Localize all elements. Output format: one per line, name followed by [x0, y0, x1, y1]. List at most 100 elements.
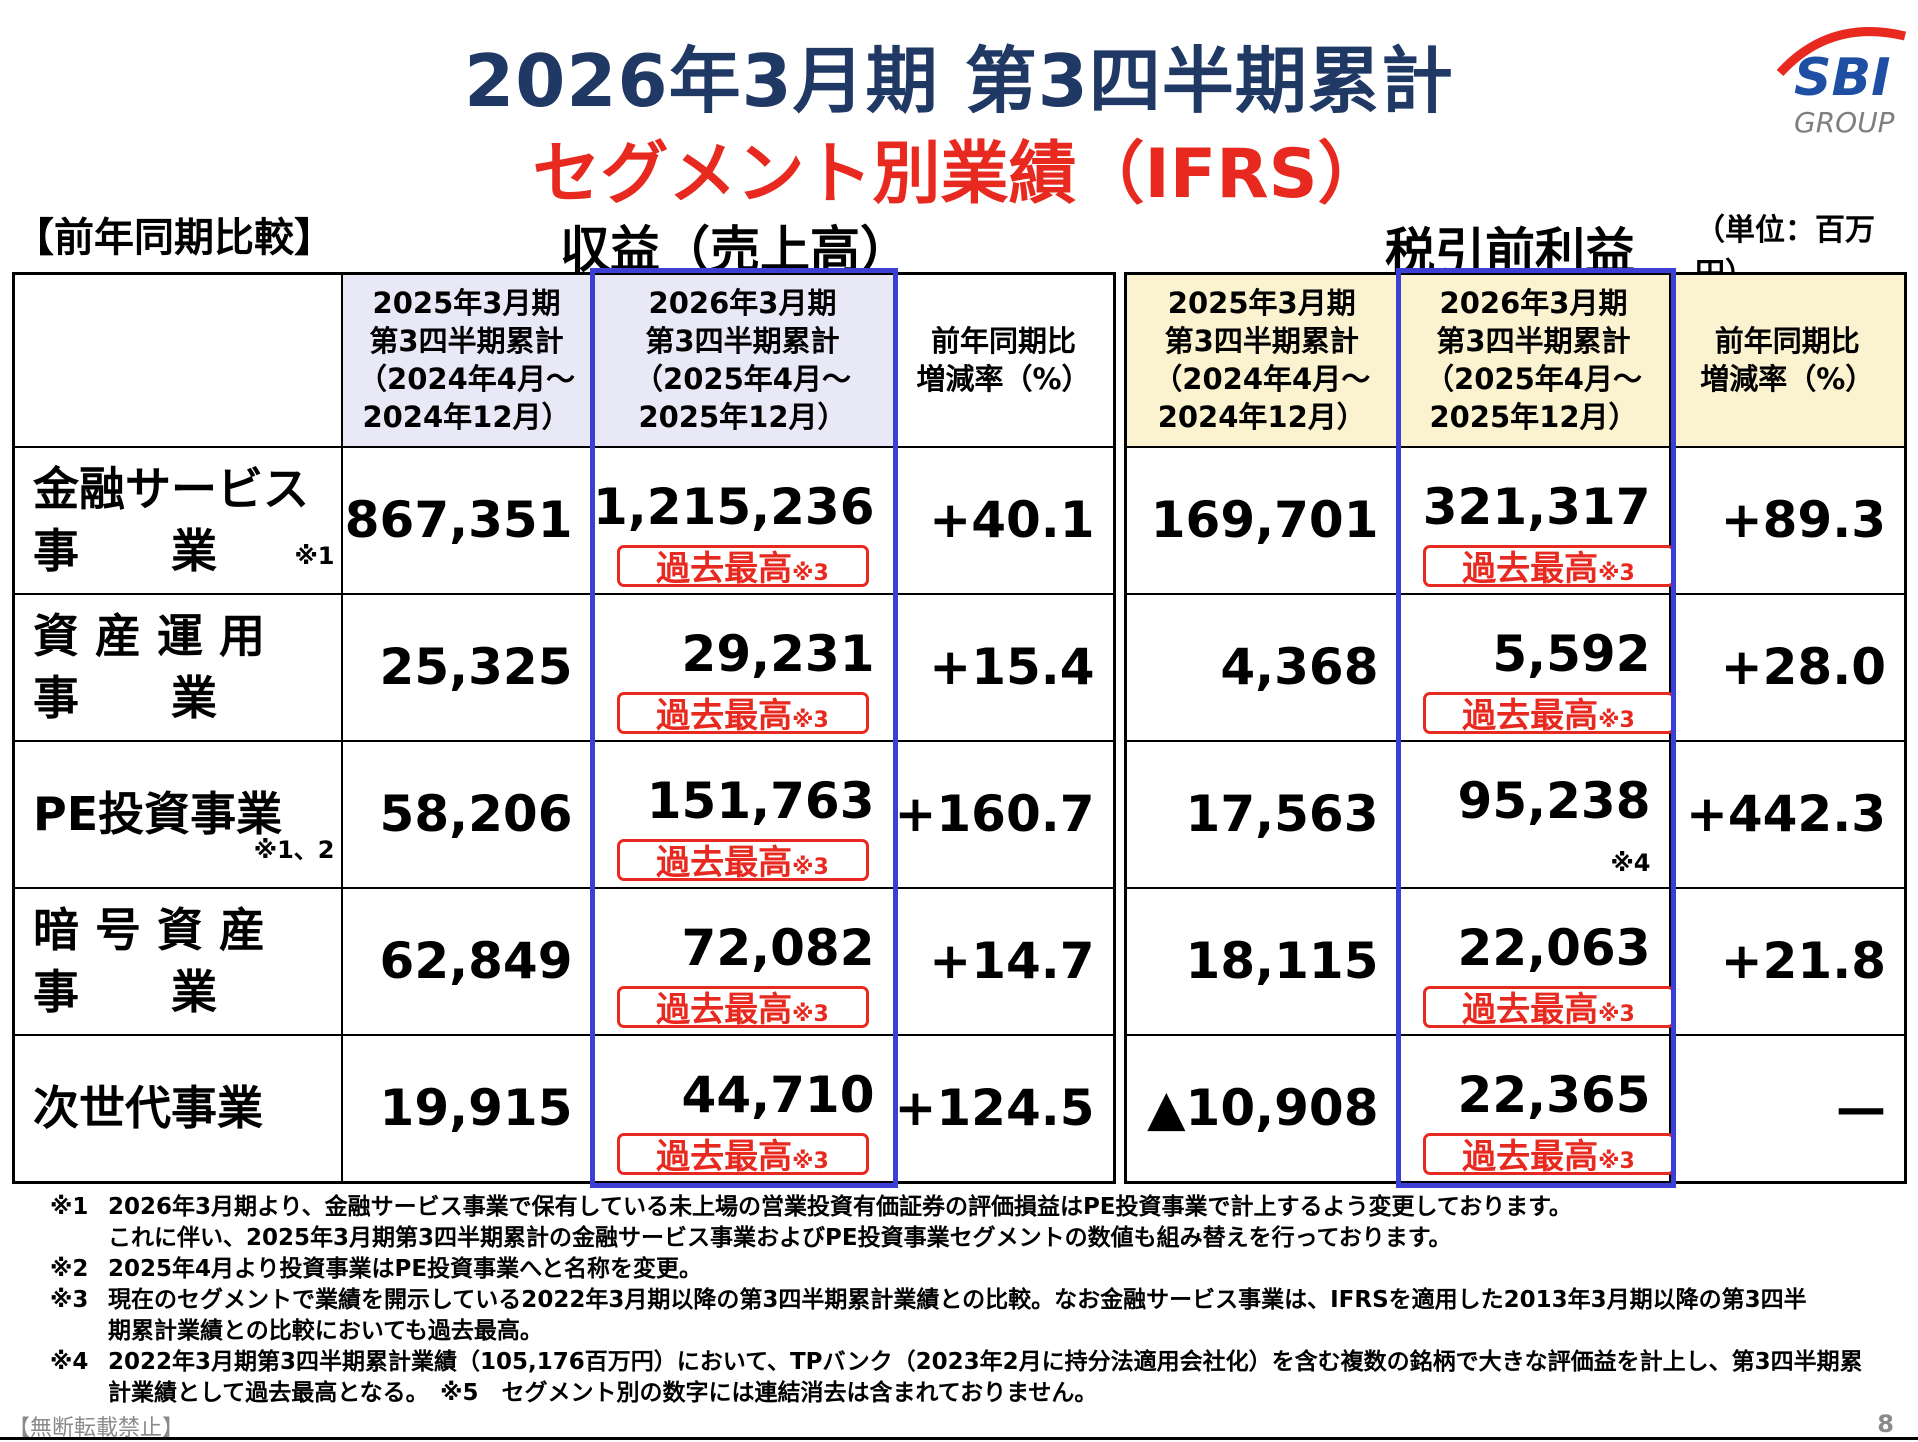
profit-prev-value: 17,563 — [1185, 785, 1379, 843]
revenue-prev-value: 62,849 — [379, 932, 573, 990]
record-high-note: ※3 — [1598, 1148, 1635, 1174]
revenue-curr-value: 72,082 — [681, 919, 875, 977]
revenue-yoy-value: +160.7 — [894, 785, 1095, 843]
revenue-prev-value: 58,206 — [379, 785, 573, 843]
segment-name-line2: 事 業 — [33, 671, 217, 725]
segment-name: PE投資事業 — [33, 787, 283, 841]
profit-curr-cell: 22,063 過去最高※3 — [1396, 886, 1675, 1036]
profit-prev-cell: 4,368 — [1124, 592, 1399, 742]
header-pft-prev: 2025年3月期 第3四半期累計 （2024年4月～ 2024年12月） — [1124, 272, 1399, 448]
footnote-line: 期累計業績との比較においても過去最高。 — [50, 1316, 1890, 1347]
revenue-yoy-cell: +14.7 — [892, 886, 1116, 1036]
record-high-badge: 過去最高※3 — [1422, 985, 1675, 1030]
table-row: 暗 号 資 産事 業 62,849 72,082 過去最高※3 +14.7 — [12, 886, 1116, 1036]
sbi-logo: SBI GROUP — [1770, 18, 1910, 139]
revenue-prev-value: 19,915 — [379, 1079, 573, 1137]
revenue-prev-cell: 19,915 — [340, 1033, 593, 1183]
no-reprint-label: 【無断転載禁止】 — [8, 1416, 185, 1441]
footnote-text: 現在のセグメントで業績を開示している2022年3月期以降の第3四半期累計業績との… — [108, 1287, 1807, 1313]
segment-name: 次世代事業 — [33, 1081, 263, 1135]
footnote-mark: ※2 — [50, 1256, 89, 1282]
revenue-table: 2025年3月期 第3四半期累計 （2024年4月～ 2024年12月） 2026年3… — [12, 272, 1116, 1184]
profit-prev-cell: 18,115 — [1124, 886, 1399, 1036]
record-high-badge: 過去最高※3 — [1422, 691, 1675, 736]
footnote-text: 2025年4月より投資事業はPE投資事業へと名称を変更。 — [108, 1256, 702, 1282]
profit-prev-value: ▲10,908 — [1147, 1079, 1379, 1137]
revenue-yoy-cell: +40.1 — [892, 445, 1116, 595]
profit-curr-value: 5,592 — [1492, 625, 1651, 683]
revenue-yoy-value: +15.4 — [929, 638, 1095, 696]
revenue-prev-cell: 867,351 — [340, 445, 593, 595]
profit-prev-value: 169,701 — [1150, 491, 1379, 549]
header-pft-curr: 2026年3月期 第3四半期累計 （2025年4月～ 2025年12月） — [1396, 272, 1671, 448]
record-high-label: 過去最高 — [656, 842, 793, 883]
header-rev-yoy: 前年同期比 増減率（%） — [892, 272, 1116, 448]
profit-yoy-value: +28.0 — [1720, 638, 1886, 696]
profit-prev-value: 18,115 — [1185, 932, 1379, 990]
profit-yoy-cell: +442.3 — [1668, 739, 1907, 889]
revenue-curr-cell: 29,231 過去最高※3 — [590, 592, 895, 742]
revenue-prev-cell: 25,325 — [340, 592, 593, 742]
record-high-label: 過去最高 — [656, 548, 793, 589]
record-high-note: ※3 — [792, 1148, 829, 1174]
footnote-text: 計業績として過去最高となる。 ※5 セグメント別の数字には連結消去は含まれており… — [108, 1380, 1098, 1406]
comparison-label: 【前年同期比較】 — [14, 215, 334, 261]
profit-yoy-cell: — — [1668, 1033, 1907, 1183]
footnote-line: 計業績として過去最高となる。 ※5 セグメント別の数字には連結消去は含まれており… — [50, 1378, 1890, 1409]
logo-text: SBI — [1794, 48, 1891, 108]
profit-yoy-cell: +28.0 — [1668, 592, 1907, 742]
table-row: 金融サービス事 業 ※1 867,351 1,215,236 過去最高※3 +40.1 — [12, 445, 1116, 595]
table-row: PE投資事業 ※1、2 58,206 151,763 過去最高※3 +160.7 — [12, 739, 1116, 889]
segment-name-cell: 暗 号 資 産事 業 — [12, 886, 343, 1036]
profit-prev-value: 4,368 — [1220, 638, 1379, 696]
profit-yoy-cell: +21.8 — [1668, 886, 1907, 1036]
segment-note: ※1、2 — [253, 835, 335, 864]
footnote-line: ※2 2025年4月より投資事業はPE投資事業へと名称を変更。 — [50, 1254, 1890, 1285]
table-row: 169,701 321,317 過去最高※3 +89.3 — [1124, 445, 1907, 595]
profit-prev-cell: ▲10,908 — [1124, 1033, 1399, 1183]
record-high-badge: 過去最高※3 — [616, 691, 869, 736]
footnote-mark: ※4 — [50, 1349, 89, 1375]
revenue-yoy-cell: +160.7 — [892, 739, 1116, 889]
footnotes: ※1 2026年3月期より、金融サービス事業で保有している未上場の営業投資有価証券… — [50, 1192, 1890, 1409]
segment-name-line2: 事 業 — [33, 965, 217, 1019]
bottom-rule — [0, 1437, 1918, 1440]
record-high-badge: 過去最高※3 — [1422, 544, 1675, 589]
page-number: 8 — [1877, 1410, 1894, 1438]
profit-yoy-value: +89.3 — [1720, 491, 1886, 549]
revenue-curr-value: 29,231 — [681, 625, 875, 683]
segment-note: ※1 — [294, 541, 335, 570]
revenue-prev-cell: 58,206 — [340, 739, 593, 889]
revenue-yoy-cell: +124.5 — [892, 1033, 1116, 1183]
record-high-label: 過去最高 — [1462, 989, 1599, 1030]
footnote-text: 2022年3月期第3四半期累計業績（105,176百万円）において、TPバンク（… — [108, 1349, 1863, 1375]
footnote-line: ※4 2022年3月期第3四半期累計業績（105,176百万円）において、TPバン… — [50, 1347, 1890, 1378]
record-high-label: 過去最高 — [656, 695, 793, 736]
footnote-line: ※3 現在のセグメントで業績を開示している2022年3月期以降の第3四半期累計業績… — [50, 1285, 1890, 1316]
revenue-yoy-value: +14.7 — [929, 932, 1095, 990]
record-high-label: 過去最高 — [656, 1136, 793, 1177]
revenue-yoy-value: +40.1 — [929, 491, 1095, 549]
table-row: ▲10,908 22,365 過去最高※3 — — [1124, 1033, 1907, 1183]
footnote-text: 2026年3月期より、金融サービス事業で保有している未上場の営業投資有価証券の評… — [108, 1194, 1572, 1220]
record-high-note: ※3 — [792, 707, 829, 733]
profit-yoy-value: +442.3 — [1685, 785, 1886, 843]
header-rev-curr: 2026年3月期 第3四半期累計 （2025年4月～ 2025年12月） — [590, 272, 895, 448]
page-title: 2026年3月期 第3四半期累計 — [464, 39, 1454, 123]
profit-curr-value: 22,365 — [1457, 1066, 1651, 1124]
segment-name-cell: PE投資事業 ※1、2 — [12, 739, 343, 889]
footnote-text: 期累計業績との比較においても過去最高。 — [108, 1318, 543, 1344]
profit-curr-cell: 321,317 過去最高※3 — [1396, 445, 1675, 595]
revenue-yoy-value: +124.5 — [894, 1079, 1095, 1137]
record-high-note: ※3 — [792, 854, 829, 880]
profit-curr-value: 22,063 — [1457, 919, 1651, 977]
segment-name: 金融サービス — [33, 462, 309, 516]
record-high-label: 過去最高 — [1462, 1136, 1599, 1177]
table-row: 17,563 95,238 ※4 +442.3 — [1124, 739, 1907, 889]
profit-curr-cell: 22,365 過去最高※3 — [1396, 1033, 1675, 1183]
segment-name-cell: 金融サービス事 業 ※1 — [12, 445, 343, 595]
record-high-label: 過去最高 — [1462, 695, 1599, 736]
profit-prev-cell: 17,563 — [1124, 739, 1399, 889]
revenue-yoy-cell: +15.4 — [892, 592, 1116, 742]
revenue-prev-value: 867,351 — [344, 491, 573, 549]
